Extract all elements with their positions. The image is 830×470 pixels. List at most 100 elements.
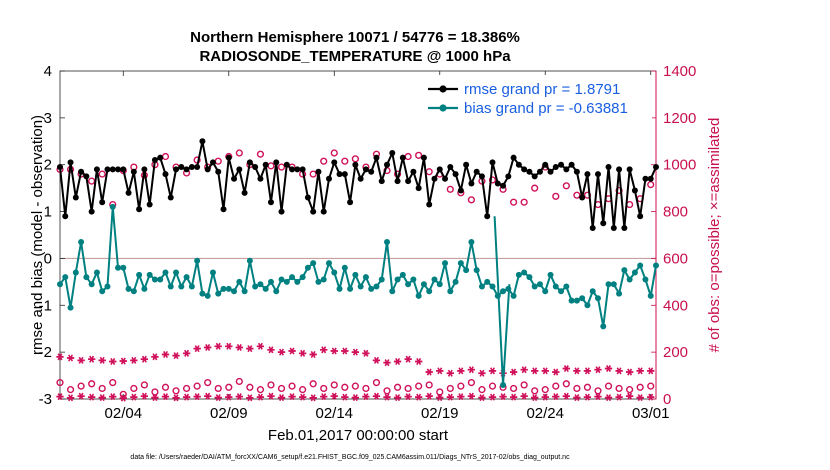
obs-possible-marker [151,388,159,396]
obs-possible-marker [193,382,201,390]
bias-point [442,260,449,267]
rmse-point [188,164,195,171]
obs-possible-marker [309,380,317,388]
obs-assimilated-marker [88,393,96,401]
rmse-point [563,166,570,173]
obs-assimilated-marker [478,394,486,402]
y-tick-label: 3 [44,110,52,127]
obs-possible-marker [98,384,106,393]
x-tick-label: 02/19 [421,405,459,422]
obs-assimilated-marker [56,393,64,401]
obs-assimilated-marker [415,393,423,401]
rmse-point [647,175,654,182]
obs-assimilated-marker [573,367,581,375]
bias-point [457,260,464,267]
rmse-point [294,166,301,173]
legend-box [424,75,652,121]
bias-point [426,288,433,295]
obs-assimilated-marker [647,367,655,375]
obs-possible-marker [214,384,222,393]
bias-point [120,264,127,271]
obs-assimilated-marker [299,349,307,357]
obs-assimilated-marker [552,368,560,376]
obs-assimilated-marker [351,348,359,356]
obs-assimilated-marker [520,366,528,374]
bias-point [188,283,195,290]
rmse-point [452,171,459,178]
obs-assimilated-marker [457,393,465,401]
rmse-point [521,166,528,173]
bias-point [289,274,296,281]
rmse-point [289,166,296,173]
rmse-point [621,224,628,231]
obs-assimilated-marker [88,355,96,363]
rmse-point [531,173,538,180]
series-assimilated-lower- [56,392,655,402]
rmse-point [457,187,464,194]
obs-assimilated-marker [626,368,634,376]
obs-assimilated-marker [277,348,286,356]
obs-assimilated-marker [383,393,391,401]
obs-possible-marker [446,384,454,393]
rmse-point [262,161,269,168]
obs-assimilated-marker [499,393,507,401]
obs-possible-marker [256,386,265,394]
obs-possible-marker [204,379,212,387]
obs-assimilated-marker [225,342,233,350]
bias-point [151,276,158,283]
bias-point [621,267,628,274]
x-tick-label: 02/24 [526,405,564,422]
obs-possible-marker [320,384,328,393]
bias-point [347,285,354,292]
rmse-point [146,201,153,208]
obs-assimilated-marker [246,394,254,402]
obs-possible-marker [56,379,64,387]
obs-possible-marker [467,379,475,387]
obs-possible-marker [615,384,623,393]
bias-point [463,267,470,274]
rmse-point [78,168,85,175]
rmse-point [130,168,137,175]
bias-point [473,267,480,274]
obs-possible-marker [457,382,465,390]
obs-possible-marker [636,383,644,391]
rmse-point [368,168,375,175]
obs-possible-marker [478,386,486,394]
right-axis: 0 200 400 600 800 1000 1200 1400 [651,63,696,408]
obs-assimilated-marker [509,393,518,401]
bias-spike-point [500,381,507,388]
rmse-point [616,166,623,173]
y-tick-label: -2 [39,344,52,361]
bias-point [594,295,601,302]
rmse-point [109,166,116,173]
bias-point [637,262,644,269]
rmse-point [220,206,227,213]
obs-assimilated-marker [583,393,592,401]
bias-point [236,278,243,285]
bias-point [558,288,565,295]
obs-assimilated-marker [351,394,359,402]
bias-point [500,288,507,295]
obs-assimilated-marker [246,345,254,353]
rmse-point [631,187,638,194]
rmse-point [241,189,248,196]
bias-point [336,285,343,292]
chart-title: Northern Hemisphere 10071 / 54776 = 18.3… [190,29,520,46]
y-right-tick-label: 1000 [663,157,696,174]
obs-possible-marker [235,149,243,157]
rmse-point [489,159,496,166]
obs-assimilated-marker [256,393,265,401]
bias-point [431,276,438,283]
rmse-point [62,213,69,220]
bias-point [178,283,185,290]
obs-possible-marker [552,192,560,200]
obs-assimilated-marker [235,343,243,351]
bias-point [299,274,306,281]
bias-point [515,271,522,278]
bias-point [420,281,427,288]
y-right-tick-label: 200 [663,344,688,361]
bias-point [447,288,454,295]
legend-rmse-marker [439,85,447,93]
obs-assimilated-marker [161,350,170,359]
